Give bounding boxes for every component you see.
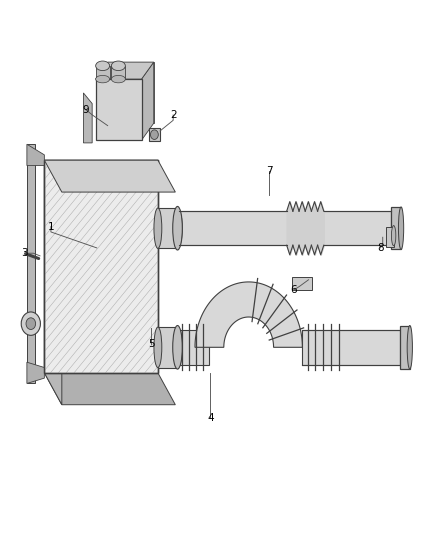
Polygon shape	[44, 373, 175, 405]
Polygon shape	[27, 362, 44, 383]
Bar	[149, 128, 159, 141]
Bar	[179, 330, 209, 365]
Ellipse shape	[111, 75, 125, 83]
Circle shape	[26, 318, 35, 329]
Circle shape	[150, 130, 158, 140]
Bar	[158, 327, 177, 368]
Polygon shape	[44, 160, 62, 405]
Text: 5: 5	[148, 338, 155, 349]
Bar	[111, 66, 125, 79]
Bar	[392, 207, 401, 249]
Text: 2: 2	[170, 110, 177, 120]
Bar	[302, 330, 400, 365]
Bar	[400, 326, 410, 369]
Ellipse shape	[95, 61, 110, 70]
Ellipse shape	[95, 75, 110, 83]
Polygon shape	[95, 62, 154, 79]
Circle shape	[21, 312, 40, 335]
Text: 9: 9	[82, 104, 89, 115]
Polygon shape	[44, 160, 175, 192]
Polygon shape	[108, 62, 154, 123]
Polygon shape	[141, 62, 154, 140]
Bar	[292, 277, 311, 290]
Bar	[27, 144, 35, 383]
Bar	[44, 160, 158, 373]
Ellipse shape	[392, 225, 396, 246]
Text: 3: 3	[21, 248, 28, 258]
Text: 7: 7	[266, 166, 272, 176]
Bar	[179, 211, 392, 245]
Ellipse shape	[111, 61, 125, 70]
Text: 6: 6	[290, 286, 297, 295]
Bar	[158, 208, 177, 248]
Polygon shape	[195, 282, 302, 348]
Bar	[44, 160, 158, 373]
Ellipse shape	[173, 206, 182, 250]
Ellipse shape	[175, 330, 182, 365]
Polygon shape	[27, 144, 44, 165]
Polygon shape	[83, 93, 92, 143]
Text: 1: 1	[48, 222, 54, 232]
Ellipse shape	[154, 327, 162, 368]
Ellipse shape	[173, 326, 182, 369]
Bar	[95, 79, 141, 140]
Ellipse shape	[154, 208, 162, 248]
Ellipse shape	[407, 326, 413, 369]
Ellipse shape	[175, 211, 182, 245]
Bar	[95, 66, 110, 79]
Ellipse shape	[399, 207, 404, 249]
Text: 8: 8	[377, 243, 384, 253]
Bar	[386, 227, 394, 247]
Text: 4: 4	[207, 413, 214, 423]
